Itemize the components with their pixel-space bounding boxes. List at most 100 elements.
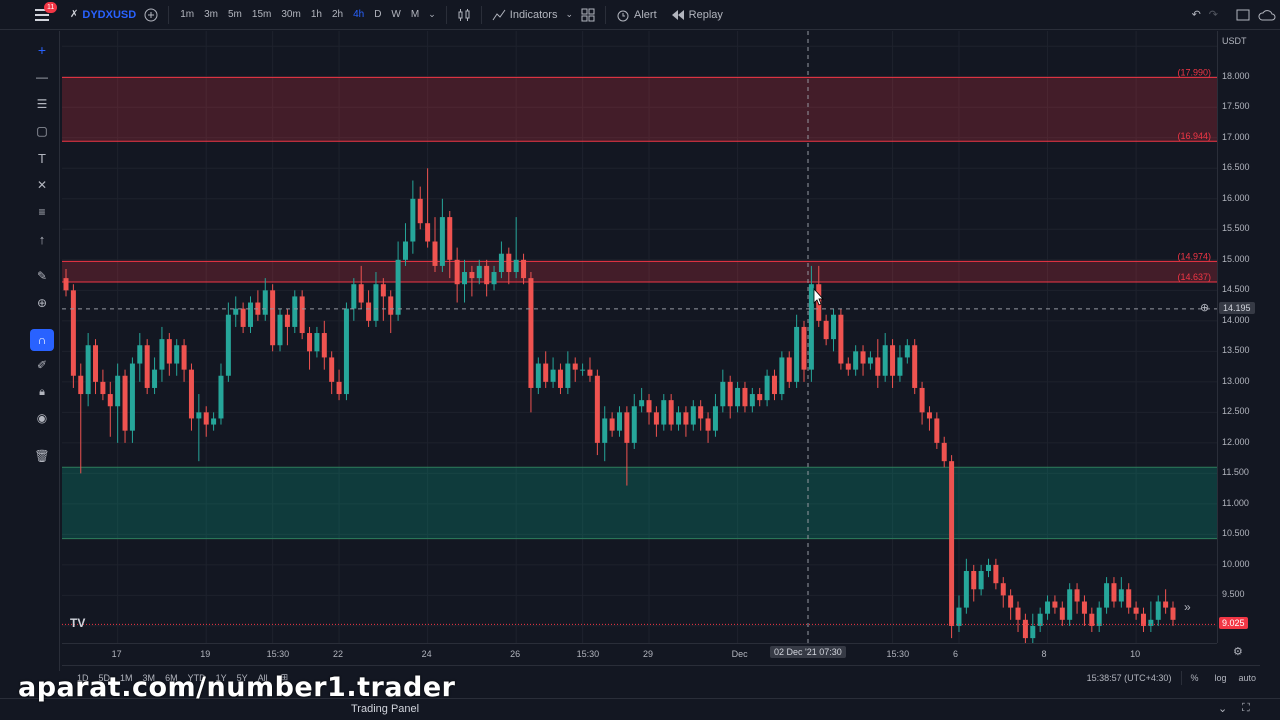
candle-up — [233, 308, 239, 315]
trendline-tool[interactable]: — — [30, 66, 54, 88]
candle-down — [1000, 583, 1006, 596]
interval-4h[interactable]: 4h — [353, 9, 365, 20]
alert-button[interactable]: Alert — [612, 0, 661, 30]
interval-30m[interactable]: 30m — [281, 9, 301, 20]
menu-button[interactable] — [24, 0, 60, 30]
time-tick-label: 15:30 — [266, 649, 290, 659]
chart-type-button[interactable] — [453, 0, 475, 30]
interval-15m[interactable]: 15m — [251, 9, 272, 20]
candle-down — [336, 381, 342, 395]
trading-panel-tab[interactable]: Trading Panel — [351, 703, 420, 715]
replay-button[interactable]: Replay — [667, 0, 727, 30]
text-tool[interactable]: T — [30, 147, 54, 169]
log-toggle[interactable]: log — [1214, 672, 1227, 683]
price-scale[interactable]: USDT 18.000 17.500 17.000 16.500 16.000 15.50… — [1217, 31, 1260, 643]
interval-W[interactable]: W — [391, 9, 401, 20]
undo-button[interactable]: ↶ — [1188, 0, 1205, 30]
candle-down — [1074, 589, 1080, 602]
currency-label: USDT — [1222, 36, 1247, 46]
candle-down — [188, 369, 194, 419]
candle-up — [779, 357, 785, 395]
lock-tool[interactable]: 🔒︎ — [30, 381, 54, 403]
range-5d[interactable]: 5D — [98, 672, 111, 683]
interval-1m[interactable]: 1m — [180, 9, 195, 20]
hide-tool[interactable]: ◉ — [30, 407, 54, 429]
interval-3m[interactable]: 3m — [204, 9, 218, 20]
crosshair-tool[interactable]: + — [30, 39, 54, 61]
templates-button[interactable] — [577, 0, 599, 30]
range-5y[interactable]: 5Y — [236, 672, 248, 683]
candle-down — [299, 296, 305, 334]
left-margin — [0, 0, 24, 720]
candle-up — [351, 284, 357, 309]
time-scale[interactable]: 17 19 15:30 22 24 26 15:30 29 Dec 15:30 6 8 10 — [62, 643, 1217, 663]
arrow-up-icon: ↑ — [38, 231, 46, 247]
indicators-button[interactable]: Indicators — [488, 0, 562, 30]
date-range-icon[interactable]: ⊞ — [280, 672, 289, 682]
lock-icon: 🔒︎ — [39, 385, 45, 398]
symbol-search[interactable]: ✗ DYDXUSD — [66, 0, 140, 30]
candle-down — [890, 345, 896, 376]
candle-up — [476, 265, 482, 279]
range-ytd[interactable]: YTD — [187, 672, 206, 683]
chevron-down-icon[interactable]: ⌄ — [1218, 703, 1228, 715]
supply-zone — [62, 261, 1217, 282]
range-1m[interactable]: 1M — [120, 672, 133, 683]
stay-drawing-tool[interactable]: ✐ — [30, 354, 54, 376]
range-1y[interactable]: 1Y — [215, 672, 227, 683]
candle-down — [609, 418, 615, 431]
candle-up — [152, 369, 158, 388]
pattern-tool[interactable]: ✕ — [30, 174, 54, 196]
zoom-tool[interactable]: ⊕ — [30, 292, 54, 314]
candle-down — [926, 412, 932, 419]
percent-toggle[interactable]: % — [1190, 672, 1199, 683]
chevron-down-icon[interactable]: ⌄ — [565, 9, 574, 19]
interval-M[interactable]: M — [410, 9, 420, 20]
interval-1h[interactable]: 1h — [310, 9, 322, 20]
range-3m[interactable]: 3M — [142, 672, 156, 683]
compare-button[interactable] — [140, 0, 162, 30]
candle-up — [749, 394, 755, 407]
candle-down — [1163, 601, 1169, 608]
add-alert-plus-icon[interactable]: ⊕ — [1200, 301, 1210, 314]
delete-tool[interactable]: 🗑︎ — [30, 445, 54, 467]
divider — [168, 5, 170, 24]
candle-down — [166, 339, 172, 364]
range-6m[interactable]: 6M — [165, 672, 178, 683]
interval-5m[interactable]: 5m — [228, 9, 242, 20]
candle-up — [1118, 589, 1124, 602]
candle-up — [735, 387, 741, 407]
price-tick-label: 13.000 — [1222, 375, 1250, 386]
interval-D[interactable]: D — [374, 9, 382, 20]
candle-up — [491, 272, 497, 285]
interval-2h[interactable]: 2h — [331, 9, 344, 20]
candle-up — [1104, 583, 1110, 608]
range-all[interactable]: All — [257, 672, 268, 683]
candle-down — [727, 381, 733, 407]
maximize-icon[interactable]: ⛶ — [1242, 702, 1250, 714]
candle-up — [639, 400, 645, 407]
fullscreen-button[interactable] — [1232, 0, 1254, 30]
candle-down — [860, 351, 866, 364]
auto-toggle[interactable]: auto — [1238, 672, 1256, 683]
fib-tool[interactable]: ☰ — [30, 93, 54, 115]
redo-button[interactable]: ↷ — [1205, 0, 1222, 30]
magnet-tool[interactable]: ∩ — [30, 329, 54, 351]
scroll-right-icon[interactable]: » — [1184, 600, 1191, 614]
measure-tool[interactable]: ≡ — [30, 201, 54, 223]
candle-down — [1052, 601, 1058, 608]
brush-tool[interactable]: ✎ — [30, 265, 54, 287]
shape-tool[interactable]: ▢ — [30, 120, 54, 142]
range-1d[interactable]: 1D — [77, 672, 89, 683]
clock-display[interactable]: 15:38:57 (UTC+4:30) — [1086, 672, 1172, 683]
symbol-name: DYDXUSD — [82, 8, 137, 21]
chevron-down-icon[interactable]: ⌄ — [428, 9, 436, 19]
cloud-save-button[interactable] — [1254, 0, 1280, 30]
settings-gear-icon[interactable]: ⚙ — [1233, 646, 1243, 658]
candle-down — [447, 217, 453, 260]
candle-down — [941, 442, 947, 462]
price-chart[interactable]: (17.990) (16.944) (14.974) (14.637) — [62, 31, 1217, 643]
candle-up — [343, 308, 349, 395]
arrow-tool[interactable]: ↑ — [30, 228, 54, 250]
